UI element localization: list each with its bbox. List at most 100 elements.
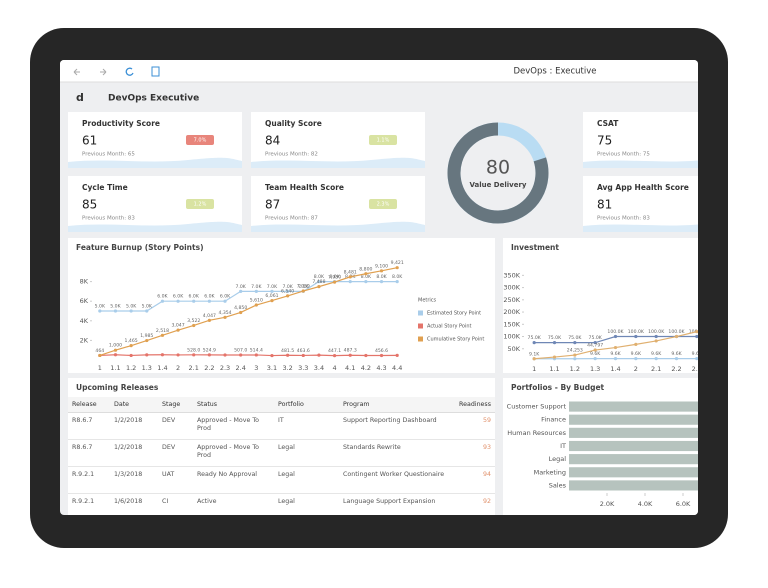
series-point: [674, 334, 679, 339]
x-tick-label: 2.2: [671, 365, 681, 373]
table-cell: 1/2/2018: [110, 439, 158, 467]
x-tick-label: 2.0K: [600, 500, 615, 508]
series-point: [145, 353, 149, 357]
series-point: [317, 280, 321, 284]
bar: [569, 454, 698, 465]
series-point: [223, 299, 227, 303]
table-cell: R8.6.7: [68, 439, 110, 467]
kpi-previous: Previous Month: 87: [265, 216, 318, 222]
series-point: [654, 357, 658, 361]
refresh-icon[interactable]: [125, 67, 134, 76]
x-tick-label: 3.4: [314, 364, 324, 372]
kpi-previous: Previous Month: 65: [82, 152, 135, 158]
legend-swatch: [418, 323, 423, 329]
kpi-previous: Previous Month: 82: [265, 152, 318, 158]
data-label: 9.6K: [590, 351, 601, 357]
data-label: 5.0K: [95, 304, 106, 310]
series-point: [176, 353, 180, 357]
table-cell: Standards Rewrite: [339, 439, 449, 467]
back-icon[interactable]: [73, 68, 80, 76]
series-point: [192, 353, 196, 357]
y-tick-label: 300K: [503, 284, 520, 292]
table-cell: Approved - Move To Prod: [193, 439, 274, 467]
category-label: Sales: [549, 481, 567, 489]
series-point: [160, 353, 165, 357]
y-tick-label: 8K: [80, 278, 89, 286]
logo: d: [76, 91, 84, 104]
legend-title: Metrics: [418, 298, 437, 304]
x-tick-label: 4: [333, 364, 337, 372]
series-line: [99, 354, 398, 357]
data-label: 6.0K: [220, 294, 231, 300]
series-point: [98, 309, 102, 313]
data-label: 4,354: [218, 310, 231, 316]
series-point: [395, 266, 399, 270]
series-point: [301, 289, 305, 293]
series-point: [532, 357, 536, 361]
column-header: Readiness: [449, 397, 495, 413]
x-tick-label: 1.4: [610, 365, 620, 373]
data-label: 481.5: [281, 348, 294, 354]
series-point: [634, 342, 638, 346]
document-icon[interactable]: [151, 66, 160, 77]
data-label: 7,039: [297, 284, 310, 290]
kpi-previous: Previous Month: 75: [597, 152, 650, 158]
series-point: [270, 299, 274, 303]
data-label: 6.0K: [157, 294, 168, 300]
table-cell: IT: [274, 412, 339, 440]
series-point: [207, 353, 211, 357]
forward-icon[interactable]: [100, 68, 107, 76]
series-point: [286, 289, 290, 293]
series-point: [301, 353, 305, 358]
series-point: [332, 354, 337, 358]
kpi-badge: [186, 135, 214, 145]
series-point: [573, 341, 577, 345]
series-point: [379, 280, 384, 284]
toolbar-title: DevOps : Executive: [514, 67, 597, 77]
table-row: R.9.2.1 1/6/2018 CI Active Legal Language Sup…: [68, 493, 495, 515]
data-label: 9.6K: [692, 351, 703, 357]
data-label: 9,100: [375, 263, 388, 269]
table-cell: Legal: [274, 466, 339, 494]
x-tick-label: 2.1: [189, 364, 199, 372]
series-point: [552, 341, 557, 345]
series-point: [695, 330, 698, 334]
x-tick-label: 4.4: [392, 364, 402, 372]
series-point: [239, 289, 243, 293]
series-point: [364, 280, 368, 284]
series-point: [348, 280, 352, 284]
data-label: 4,850: [234, 305, 247, 311]
column-header: Status: [193, 397, 274, 413]
data-label: 100.0K: [607, 329, 624, 335]
x-tick-label: 1.2: [570, 365, 580, 373]
table-cell: DEV: [158, 439, 193, 467]
series-line: [99, 267, 398, 357]
table-cell: 1/2/2018: [110, 412, 158, 440]
table-row: R8.6.7 1/2/2018 DEV Approved - Move To Prod…: [68, 412, 495, 440]
x-tick-label: 2.3: [220, 364, 230, 372]
table-cell: 93: [449, 439, 495, 467]
x-tick-label: 2: [176, 364, 180, 372]
data-label: 7.0K: [251, 284, 262, 290]
series-point: [223, 353, 227, 357]
data-label: 5.0K: [142, 304, 153, 310]
table-cell: 59: [449, 412, 495, 440]
kpi-change: 7.0%: [194, 138, 207, 144]
y-tick-label: 150K: [503, 320, 520, 328]
series-point: [270, 353, 274, 358]
x-tick-label: 1.1: [549, 365, 559, 373]
kpi-change: 1.1%: [377, 138, 390, 144]
chart-title: Feature Burnup (Story Points): [76, 243, 204, 252]
kpi-label: CSAT: [597, 119, 619, 128]
data-label: 9.6K: [671, 351, 682, 357]
x-tick-label: 2.4: [236, 364, 246, 372]
series-point: [573, 357, 577, 361]
category-label: Marketing: [534, 468, 566, 476]
x-tick-label: 4.1: [345, 364, 355, 372]
data-label: 6,061: [265, 293, 278, 299]
series-point: [254, 289, 258, 293]
x-tick-label: 4.2: [361, 364, 371, 372]
legend-swatch: [418, 310, 423, 316]
donut-value: 80: [486, 157, 510, 179]
